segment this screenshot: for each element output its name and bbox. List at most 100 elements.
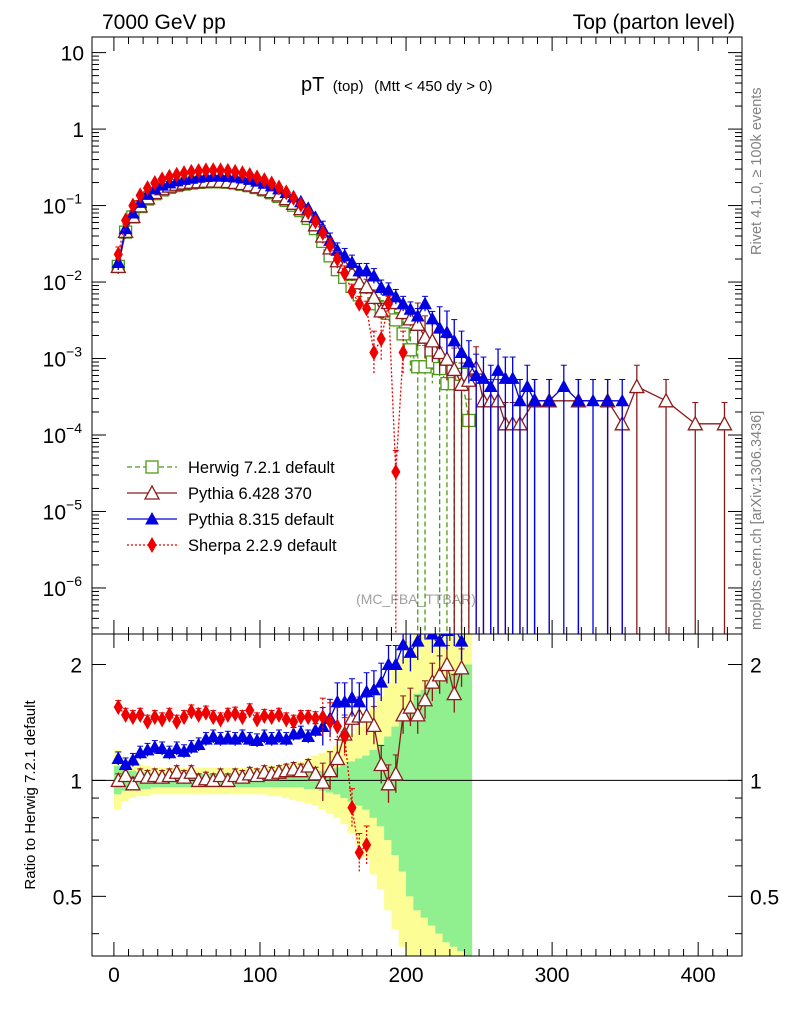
data-point xyxy=(272,729,286,743)
data-point xyxy=(374,675,389,688)
data-point xyxy=(513,393,527,407)
main-plot-title: pT (top) (Mtt < 450 dy > 0) xyxy=(301,74,492,96)
data-point xyxy=(235,729,250,743)
data-point xyxy=(164,706,174,723)
ytick-mantissa: 10 xyxy=(43,196,66,219)
data-point xyxy=(396,296,410,310)
data-point xyxy=(332,718,342,735)
data-point xyxy=(403,302,418,315)
ratio-ytick-label-right: 1 xyxy=(750,770,762,793)
band-inner-bin xyxy=(376,744,385,827)
title-main: pT xyxy=(301,74,324,96)
legend-label: Sherpa 2.2.9 default xyxy=(188,537,337,555)
data-point xyxy=(142,180,153,197)
ratio-ytick-label: 1 xyxy=(70,770,82,793)
legend-marker xyxy=(145,511,159,525)
data-point xyxy=(157,171,167,188)
data-point xyxy=(318,709,328,726)
data-point xyxy=(469,368,483,381)
data-point xyxy=(124,775,141,791)
data-point xyxy=(453,659,470,675)
legend-label: Pythia 6.428 370 xyxy=(188,485,312,503)
band-inner-bin xyxy=(420,689,429,918)
data-point xyxy=(113,246,123,263)
data-point xyxy=(121,212,131,229)
data-point xyxy=(347,283,357,300)
data-point xyxy=(340,265,350,282)
band-inner-bin xyxy=(406,706,414,897)
data-point xyxy=(252,169,262,186)
legend-label: Pythia 8.315 default xyxy=(188,511,334,529)
data-point xyxy=(354,844,364,861)
data-point xyxy=(440,634,454,637)
data-point xyxy=(527,393,542,407)
data-point xyxy=(208,162,218,179)
data-point xyxy=(281,184,291,201)
band-inner-bin xyxy=(442,676,451,943)
legend-marker xyxy=(147,536,157,554)
data-point xyxy=(325,237,335,254)
analysis-watermark: (MC_FBA_TTBAR) xyxy=(356,591,476,607)
data-point xyxy=(194,706,204,723)
ytick-exponent: −4 xyxy=(66,420,82,436)
main-ytick-label: 10−3 xyxy=(43,344,83,372)
data-point xyxy=(245,702,255,719)
data-point xyxy=(424,673,441,689)
data-point xyxy=(409,706,426,722)
data-point xyxy=(447,333,462,347)
band-inner-bin xyxy=(413,693,421,911)
data-point xyxy=(365,716,382,732)
data-point xyxy=(307,765,324,781)
data-point xyxy=(281,711,291,728)
data-point xyxy=(483,379,498,393)
data-point xyxy=(410,634,425,647)
data-point xyxy=(314,773,331,789)
data-point xyxy=(345,690,359,704)
main-series-1 xyxy=(110,172,733,634)
legend: Herwig 7.2.1 default Pythia 6.428 370 Pyth… xyxy=(127,459,337,555)
data-point xyxy=(252,711,262,728)
band-inner-bin xyxy=(333,767,341,795)
data-point xyxy=(352,694,367,708)
header-right: Top (parton level) xyxy=(573,11,735,34)
ytick-exponent: −6 xyxy=(66,573,82,589)
data-point xyxy=(142,713,153,730)
data-point xyxy=(128,197,138,214)
data-point xyxy=(329,750,346,766)
data-point xyxy=(332,251,342,268)
ratio-series-2 xyxy=(113,697,372,872)
data-point xyxy=(183,763,200,779)
data-point xyxy=(362,836,372,853)
ratio-xtick-label: 400 xyxy=(681,964,716,987)
data-point xyxy=(446,685,463,701)
ytick-mantissa: 10 xyxy=(43,349,66,372)
data-point xyxy=(186,703,196,720)
data-point xyxy=(454,345,469,358)
data-point xyxy=(556,379,571,393)
data-point xyxy=(322,762,339,778)
data-point xyxy=(169,741,184,755)
data-point xyxy=(542,393,557,407)
data-point xyxy=(358,278,375,294)
data-point xyxy=(212,767,229,783)
data-point xyxy=(274,706,284,723)
data-point xyxy=(230,705,240,722)
data-point xyxy=(362,300,372,317)
side-text-upper: Rivet 4.1.0, ≥ 100k events xyxy=(749,87,765,255)
data-point xyxy=(257,729,272,743)
ytick-exponent: −5 xyxy=(66,496,82,512)
legend-marker xyxy=(143,484,161,500)
title-cond: (Mtt < 450 dy > 0) xyxy=(374,78,492,95)
data-point xyxy=(267,709,277,726)
ratio-ylabel: Ratio to Herwig 7.2.1 default xyxy=(22,700,39,890)
data-point xyxy=(223,706,233,723)
data-point xyxy=(628,378,645,394)
ratio-plot: 0 100 200 300 400 2 2 1 1 0.5 0.5 xyxy=(53,633,779,987)
main-ytick-label: 10−1 xyxy=(43,191,83,219)
data-point xyxy=(303,204,313,221)
ytick-mantissa: 10 xyxy=(43,425,66,448)
data-point xyxy=(325,713,335,730)
data-point xyxy=(294,725,308,739)
data-point xyxy=(310,213,321,230)
